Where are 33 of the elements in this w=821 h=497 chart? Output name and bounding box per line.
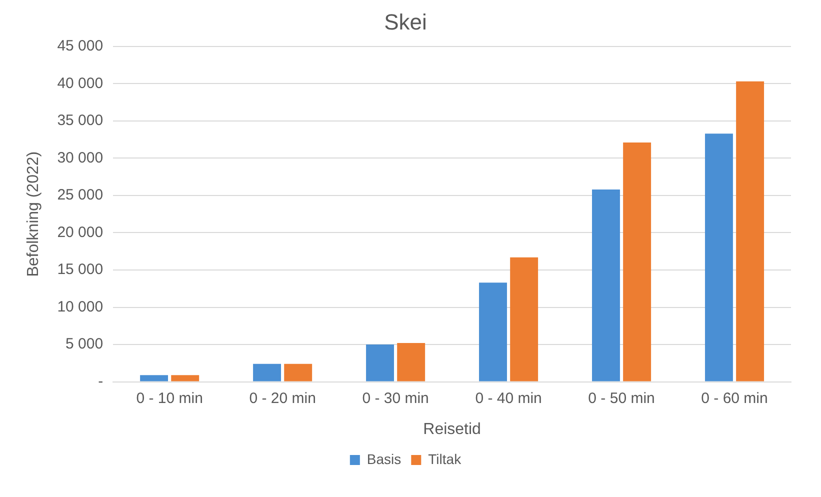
y-tick-label: 5 000 xyxy=(66,336,104,353)
bar xyxy=(623,142,652,382)
y-tick-label: 20 000 xyxy=(57,224,104,241)
chart-title: Skei xyxy=(384,9,427,34)
y-tick-label: 10 000 xyxy=(57,298,104,316)
y-tick-label: 35 000 xyxy=(57,112,104,130)
y-tick-label: 30 000 xyxy=(57,149,104,166)
y-tick-label: 40 000 xyxy=(57,74,104,92)
x-tick-label: 0 - 20 min xyxy=(249,390,316,407)
x-tick-label: 0 - 30 min xyxy=(362,390,429,407)
x-tick-label: 0 - 10 min xyxy=(136,390,203,407)
y-tick-label: 45 000 xyxy=(57,38,104,55)
y-tick-label: - xyxy=(98,372,104,390)
bar xyxy=(736,81,764,382)
bar xyxy=(366,344,394,382)
bar xyxy=(171,375,200,382)
bar xyxy=(592,190,620,382)
legend-label: Tiltak xyxy=(428,450,462,467)
y-axis-title: Befolkning (2022) xyxy=(25,151,42,277)
y-tick-label: 15 000 xyxy=(57,261,104,278)
y-tick-label: 25 000 xyxy=(57,186,104,204)
bar xyxy=(284,364,312,382)
bar xyxy=(704,134,733,382)
bar xyxy=(253,364,282,382)
x-axis-title: Reisetid xyxy=(423,420,481,438)
x-tick-label: 0 - 50 min xyxy=(588,390,655,407)
bar xyxy=(479,282,507,382)
x-tick-label: 0 - 60 min xyxy=(701,390,768,407)
bar xyxy=(510,257,538,382)
x-tick-label: 0 - 40 min xyxy=(475,390,542,407)
legend-label: Basis xyxy=(366,450,402,467)
bar xyxy=(397,343,426,382)
bar xyxy=(140,375,168,382)
